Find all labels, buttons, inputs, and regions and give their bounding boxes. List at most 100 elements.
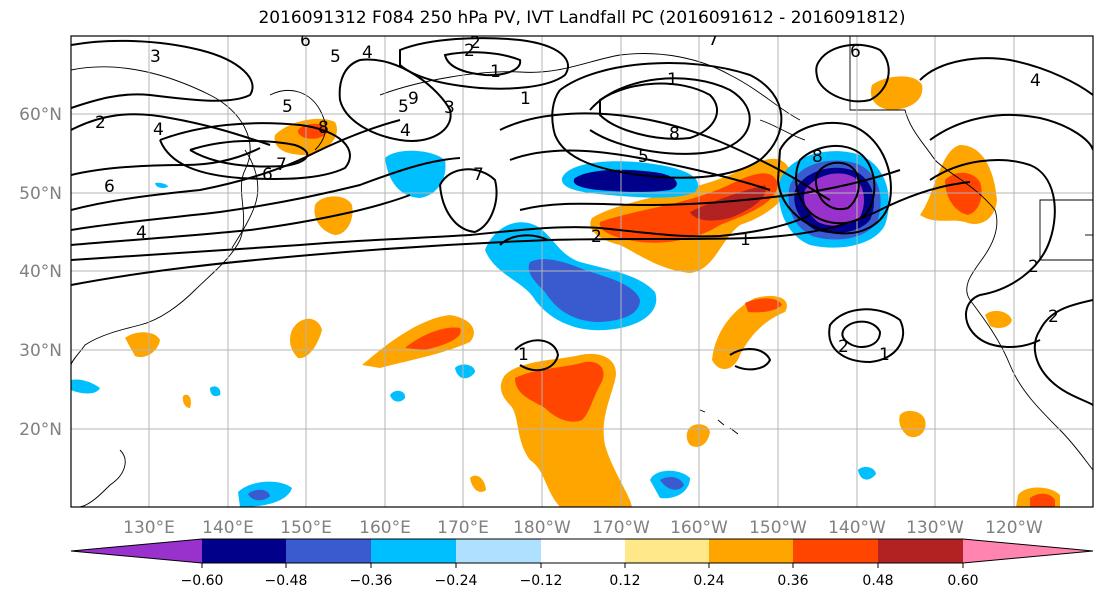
contour-label: 7 bbox=[276, 155, 287, 175]
shade-pos-band-core bbox=[690, 185, 766, 221]
longitude-labels: 130°E 140°E 150°E 160°E 170°E 180°W 170°… bbox=[123, 518, 1043, 538]
contour-label: 1 bbox=[490, 62, 501, 82]
contour-label: 5 bbox=[330, 47, 341, 67]
shade-neg-small-5 bbox=[71, 379, 100, 394]
map-frame bbox=[70, 35, 1094, 508]
contour-label: 6 bbox=[850, 42, 861, 62]
colorbar-tick-label: −0.48 bbox=[265, 573, 308, 589]
contour-label: 9 bbox=[408, 89, 419, 109]
colorbar-extend-low bbox=[71, 539, 202, 563]
colorbar-tick-label: 0.48 bbox=[862, 573, 893, 589]
contour-label: 2 bbox=[1048, 307, 1059, 327]
longitude-label: 150°E bbox=[280, 518, 332, 538]
shade-pos-sw-core bbox=[405, 327, 461, 350]
shade-pos-baja bbox=[985, 310, 1012, 328]
contour-label: 5 bbox=[398, 97, 409, 117]
contour-label: 4 bbox=[136, 223, 147, 243]
colorbar-extend-high bbox=[963, 539, 1093, 563]
contour-label: 7 bbox=[708, 30, 719, 50]
contour-label: 6 bbox=[104, 177, 115, 197]
colorbar-bin bbox=[541, 539, 626, 563]
contour-label: 1 bbox=[520, 89, 531, 109]
colorbar-tick-label: 0.24 bbox=[693, 573, 724, 589]
pv-contours bbox=[71, 37, 1093, 406]
longitude-label: 170°W bbox=[592, 518, 650, 538]
longitude-label: 150°W bbox=[749, 518, 807, 538]
shade-pos-hawaii bbox=[686, 424, 710, 447]
contour-label: 8 bbox=[318, 118, 329, 138]
shade-neg-small-4 bbox=[390, 390, 406, 402]
contour-label: 4 bbox=[362, 43, 373, 63]
contour-label: 5 bbox=[282, 97, 293, 117]
contour-label: 6 bbox=[262, 165, 273, 185]
latitude-label: 40°N bbox=[19, 262, 62, 282]
shade-pos-kamchatka-core bbox=[297, 123, 328, 139]
colorbar-bin bbox=[625, 539, 710, 563]
colorbar-bins bbox=[71, 539, 1093, 563]
latitude-label: 30°N bbox=[19, 341, 62, 361]
shade-neg-small-6 bbox=[210, 386, 221, 397]
contour-label: 8 bbox=[669, 124, 680, 144]
shade-pos-mid-east bbox=[712, 295, 787, 370]
shade-pos-japan bbox=[125, 332, 160, 358]
colorbar-tick-label: 0.12 bbox=[609, 573, 640, 589]
contour-label: 2 bbox=[470, 33, 481, 53]
latitude-label: 20°N bbox=[19, 420, 62, 440]
shade-pos-hawaii-east bbox=[899, 410, 926, 438]
shade-neg-small-2-core bbox=[660, 477, 684, 490]
colorbar-bin bbox=[202, 539, 287, 563]
map-title: 2016091312 F084 250 hPa PV, IVT Landfall… bbox=[258, 8, 906, 28]
shade-pos-alaska bbox=[870, 76, 923, 110]
colorbar-bin bbox=[456, 539, 542, 563]
longitude-label: 130°W bbox=[906, 518, 964, 538]
longitude-label: 170°E bbox=[437, 518, 489, 538]
contour-label: 2 bbox=[838, 337, 849, 357]
latitude-label: 60°N bbox=[19, 105, 62, 125]
shade-pos-small-1 bbox=[470, 475, 486, 492]
shade-pos-se-core bbox=[1030, 493, 1055, 507]
shade-neg-mid-core bbox=[528, 259, 640, 322]
contour-label: 1 bbox=[740, 230, 751, 250]
colorbar-tick-labels: −0.60 −0.48 −0.36 −0.24 −0.12 0.12 0.24 … bbox=[181, 573, 979, 589]
contour-label: 1 bbox=[518, 345, 529, 365]
shade-neg-small-3 bbox=[455, 364, 475, 379]
contour-label: 1 bbox=[667, 70, 678, 90]
colorbar-tick-label: 0.36 bbox=[777, 573, 808, 589]
latitude-label: 50°N bbox=[19, 184, 62, 204]
contour-label: 3 bbox=[444, 98, 455, 118]
contour-label: 6 bbox=[300, 31, 311, 51]
contour-label: 2 bbox=[95, 113, 106, 133]
colorbar-bin bbox=[878, 539, 964, 563]
colorbar-tick-label: −0.12 bbox=[520, 573, 563, 589]
contour-label: 5 bbox=[638, 147, 649, 167]
longitude-label: 130°E bbox=[123, 518, 175, 538]
contour-label: 4 bbox=[153, 120, 164, 140]
longitude-label: 160°E bbox=[359, 518, 411, 538]
shade-neg-small-7 bbox=[858, 466, 876, 480]
contour-label: 8 bbox=[812, 147, 823, 167]
colorbar-tick-label: −0.60 bbox=[181, 573, 224, 589]
colorbar-tick-label: −0.36 bbox=[350, 573, 393, 589]
shade-pos-band-mid bbox=[599, 173, 778, 243]
coastlines bbox=[71, 36, 1093, 507]
contour-labels: 3 2 5 4 2 1 6 1 6 4 2 4 5 6 7 8 9 3 7 6 … bbox=[95, 30, 1059, 365]
longitude-label: 140°E bbox=[202, 518, 254, 538]
longitude-label: 180°W bbox=[513, 518, 571, 538]
contour-label: 7 bbox=[473, 165, 484, 185]
contour-label: 1 bbox=[879, 345, 890, 365]
longitude-label: 120°W bbox=[985, 518, 1043, 538]
contour-label: 3 bbox=[150, 47, 161, 67]
contour-label: 2 bbox=[591, 227, 602, 247]
longitude-label: 160°W bbox=[670, 518, 728, 538]
shade-neg-small-8 bbox=[155, 182, 168, 188]
colorbar-ticks bbox=[201, 563, 964, 568]
contour-label: 4 bbox=[400, 121, 411, 141]
colorbar-bin bbox=[286, 539, 372, 563]
contour-label: 4 bbox=[1030, 71, 1041, 91]
shade-pos-mid-east-core bbox=[745, 298, 782, 313]
latitude-labels: 60°N 50°N 40°N 30°N 20°N bbox=[19, 105, 62, 440]
colorbar-bin bbox=[709, 539, 794, 563]
contour-label: 2 bbox=[1028, 257, 1039, 277]
